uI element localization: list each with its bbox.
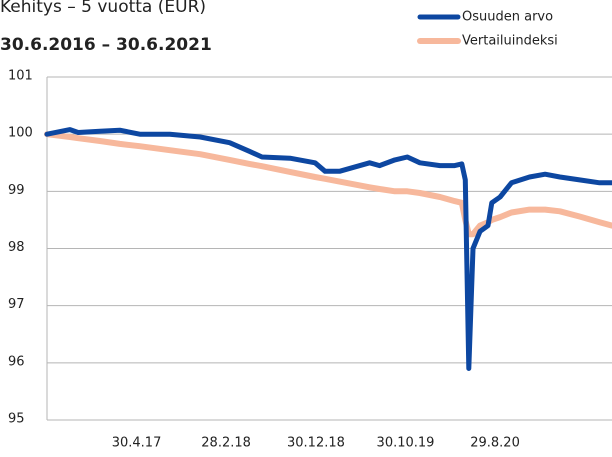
y-tick-label: 95 <box>8 412 25 427</box>
x-tick-label: 29.8.20 <box>470 436 520 451</box>
x-tick-label: 30.10.19 <box>377 436 435 451</box>
y-tick-label: 96 <box>8 354 25 369</box>
y-tick-label: 99 <box>8 183 25 198</box>
chart-subtitle: 30.6.2016 – 30.6.2021 <box>0 35 212 55</box>
chart-title: Kehitys – 5 vuotta (EUR) <box>0 0 206 17</box>
x-tick-label: 30.4.17 <box>112 436 162 451</box>
y-tick-label: 101 <box>8 69 33 84</box>
series-line <box>44 127 612 371</box>
legend-label: Vertailuindeksi <box>462 34 558 49</box>
y-tick-label: 100 <box>8 126 33 141</box>
x-tick-label: 30.12.18 <box>287 436 345 451</box>
series-line <box>44 131 612 238</box>
x-tick-label: 28.2.18 <box>201 436 251 451</box>
y-tick-label: 98 <box>8 240 25 255</box>
y-tick-label: 97 <box>8 297 25 312</box>
legend-label: Osuuden arvo <box>462 10 553 25</box>
